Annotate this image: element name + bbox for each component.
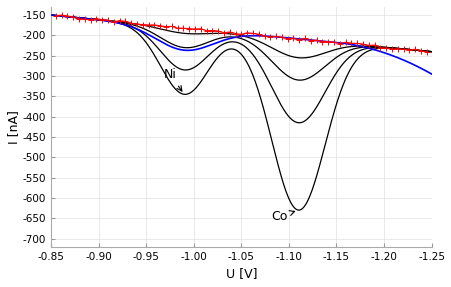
X-axis label: U [V]: U [V]: [225, 267, 257, 280]
Text: Ni: Ni: [163, 68, 181, 91]
Text: Co: Co: [271, 210, 294, 223]
Y-axis label: I [nA]: I [nA]: [7, 110, 20, 144]
